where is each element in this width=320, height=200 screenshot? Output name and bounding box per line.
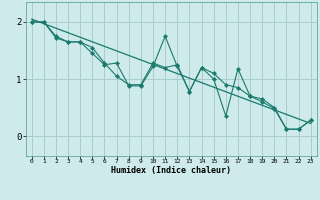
X-axis label: Humidex (Indice chaleur): Humidex (Indice chaleur) [111, 166, 231, 175]
